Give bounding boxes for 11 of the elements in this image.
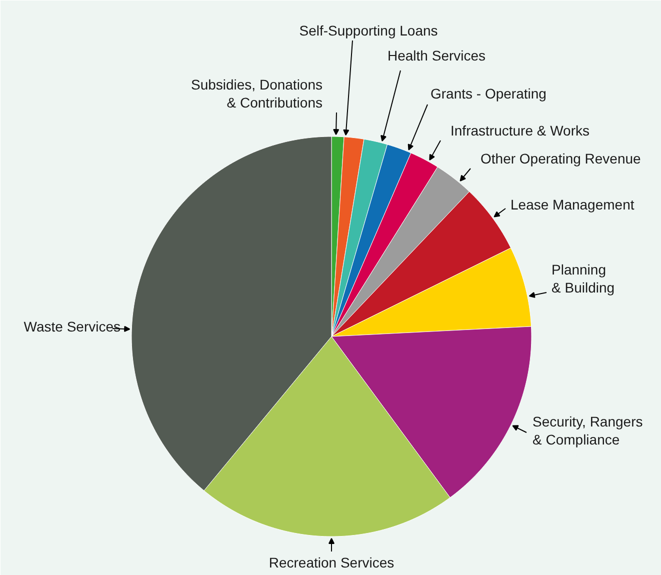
slice-label: Planning & Building bbox=[552, 261, 615, 296]
slice-label: Grants - Operating bbox=[430, 86, 546, 102]
slice-label: Waste Services bbox=[24, 318, 121, 334]
slice-label: Lease Management bbox=[510, 196, 634, 212]
slice-label: Recreation Services bbox=[268, 554, 394, 570]
slice-label: Health Services bbox=[388, 48, 486, 64]
slice-label: Other Operating Revenue bbox=[480, 150, 642, 166]
slice-label: Self-Supporting Loans bbox=[299, 22, 438, 38]
slice-label: Infrastructure & Works bbox=[450, 122, 590, 138]
slice-label: Security, Rangers & Compliance bbox=[532, 413, 643, 448]
slice-label: Subsidies, Donations & Contributions bbox=[190, 76, 323, 111]
